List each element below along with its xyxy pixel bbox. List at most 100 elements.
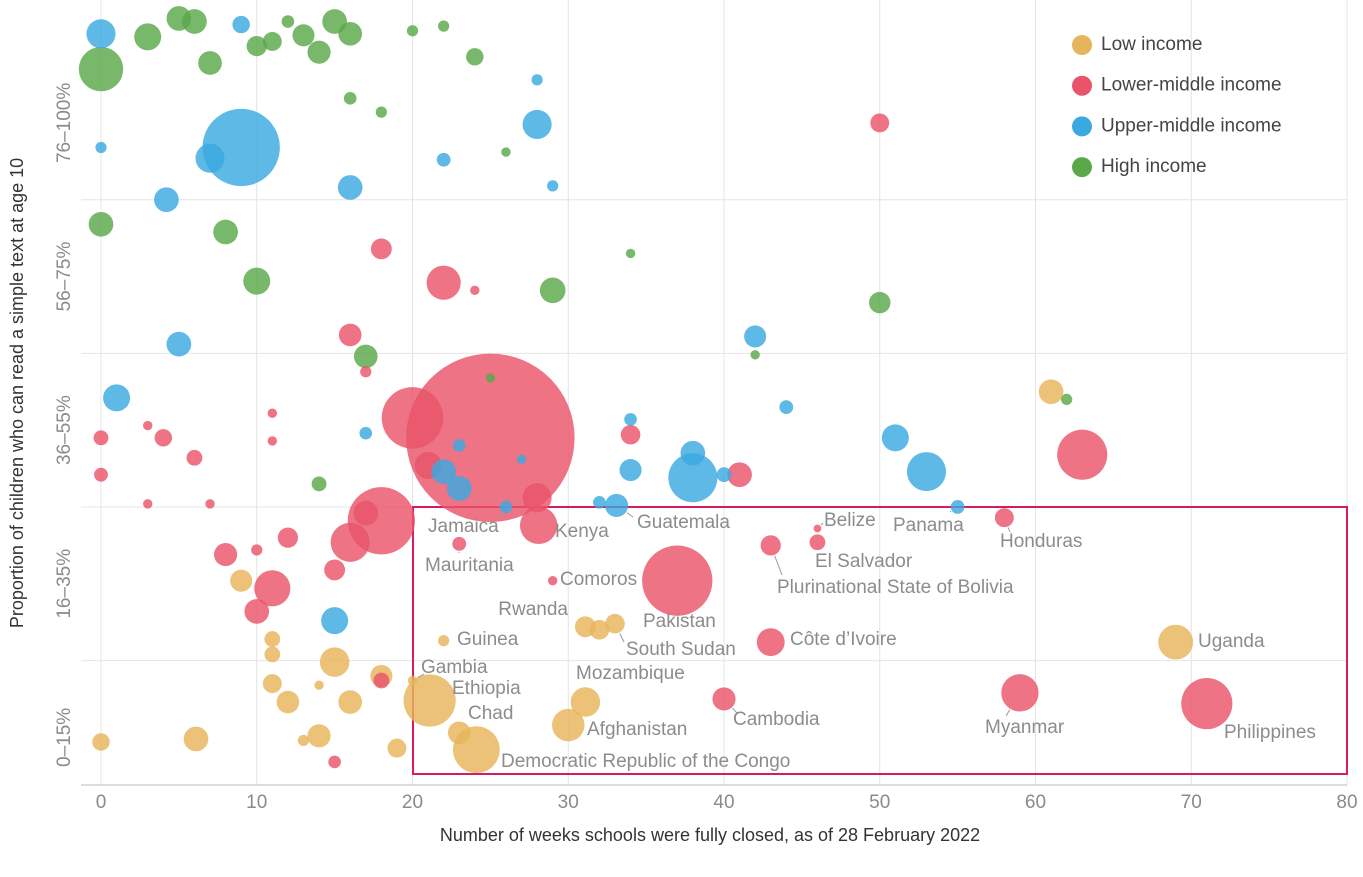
bubble bbox=[881, 424, 909, 452]
bubble bbox=[994, 508, 1014, 528]
bubble bbox=[154, 429, 173, 447]
bubble bbox=[243, 267, 271, 295]
bubble bbox=[438, 634, 450, 647]
bubble bbox=[625, 248, 636, 259]
point-label: Cambodia bbox=[733, 709, 820, 730]
point-label: Belize bbox=[824, 510, 876, 531]
bubble bbox=[143, 499, 153, 509]
bubble bbox=[94, 467, 108, 482]
point-label: Myanmar bbox=[985, 717, 1065, 738]
legend-swatch bbox=[1072, 157, 1092, 178]
bubble bbox=[642, 545, 713, 616]
bubble bbox=[370, 238, 392, 260]
point-label: Democratic Republic of the Congo bbox=[501, 751, 790, 772]
bubble bbox=[950, 500, 965, 514]
bubble bbox=[406, 25, 419, 37]
bubble bbox=[244, 599, 270, 624]
bubble bbox=[86, 19, 116, 49]
bubble bbox=[1057, 429, 1108, 480]
bubble bbox=[373, 672, 390, 689]
bubble bbox=[446, 476, 472, 501]
bubble bbox=[232, 15, 250, 34]
y-tick-label: 76–100% bbox=[54, 83, 75, 163]
bubble bbox=[1158, 624, 1194, 660]
bubble bbox=[668, 453, 718, 503]
bubble bbox=[311, 476, 327, 492]
legend-swatch bbox=[1072, 35, 1092, 55]
point-label: Uganda bbox=[1198, 631, 1265, 652]
bubble bbox=[1038, 379, 1064, 405]
bubble bbox=[619, 459, 642, 482]
bubble bbox=[381, 387, 444, 449]
bubble bbox=[605, 613, 625, 634]
bubble bbox=[324, 559, 346, 581]
bubble bbox=[809, 534, 826, 551]
point-label: Afghanistan bbox=[587, 719, 687, 740]
bubble bbox=[447, 721, 471, 745]
y-tick-label: 56–75% bbox=[54, 242, 75, 312]
point-label: Chad bbox=[468, 703, 513, 724]
y-axis-title: Proportion of children who can read a si… bbox=[7, 158, 27, 628]
bubble bbox=[183, 726, 209, 752]
highlight-box bbox=[412, 506, 1348, 775]
point-label: Mauritania bbox=[425, 555, 514, 576]
x-tick-label: 40 bbox=[713, 792, 734, 813]
bubble bbox=[375, 106, 387, 118]
bubble bbox=[452, 536, 467, 551]
point-label: Philippines bbox=[1224, 722, 1316, 743]
bubble bbox=[246, 35, 267, 57]
bubble bbox=[547, 180, 559, 192]
bubble bbox=[338, 323, 362, 347]
bubble bbox=[267, 408, 278, 418]
bubble bbox=[202, 108, 280, 187]
bubble bbox=[716, 467, 732, 483]
point-label: Gambia bbox=[421, 657, 488, 678]
bubble bbox=[750, 350, 760, 360]
leader-line bbox=[619, 633, 625, 643]
legend-label: High income bbox=[1101, 156, 1207, 177]
leader-line bbox=[774, 555, 783, 576]
bubble bbox=[620, 424, 641, 445]
bubble bbox=[186, 449, 203, 466]
bubble bbox=[78, 46, 124, 92]
bubble bbox=[593, 496, 606, 509]
bubble bbox=[570, 687, 601, 717]
bubble bbox=[712, 687, 736, 711]
point-label: Côte d’Ivoire bbox=[790, 629, 897, 650]
leader-line bbox=[732, 707, 739, 715]
bubble bbox=[307, 724, 331, 748]
x-tick-label: 10 bbox=[246, 792, 267, 813]
bubble bbox=[680, 440, 706, 466]
bubble bbox=[205, 499, 215, 509]
bubble bbox=[337, 175, 363, 200]
legend-swatch bbox=[1072, 75, 1092, 96]
bubble bbox=[292, 24, 315, 47]
leader-line bbox=[417, 673, 425, 679]
bubble bbox=[338, 21, 363, 46]
bubble bbox=[869, 291, 891, 314]
x-tick-label: 60 bbox=[1025, 792, 1046, 813]
bubble bbox=[547, 575, 558, 586]
x-tick-label: 50 bbox=[869, 792, 890, 813]
bubble bbox=[744, 325, 767, 348]
bubble bbox=[360, 366, 372, 378]
bubble bbox=[522, 483, 552, 513]
bubble bbox=[539, 277, 566, 304]
bubble bbox=[254, 570, 291, 607]
leader-line bbox=[820, 522, 824, 526]
point-label: Panama bbox=[893, 515, 964, 536]
bubble bbox=[552, 708, 585, 742]
bubble bbox=[531, 74, 543, 86]
bubble bbox=[470, 285, 480, 296]
bubble bbox=[1181, 678, 1233, 730]
bubble bbox=[195, 143, 225, 173]
bubble bbox=[813, 524, 822, 533]
bubble bbox=[182, 9, 207, 34]
x-tick-label: 80 bbox=[1336, 792, 1357, 813]
bubble bbox=[214, 542, 238, 567]
leader-line bbox=[949, 510, 952, 513]
x-axis-title: Number of weeks schools were fully close… bbox=[440, 825, 980, 845]
bubble bbox=[103, 384, 131, 412]
bubble bbox=[154, 187, 179, 213]
bubble bbox=[431, 459, 456, 484]
